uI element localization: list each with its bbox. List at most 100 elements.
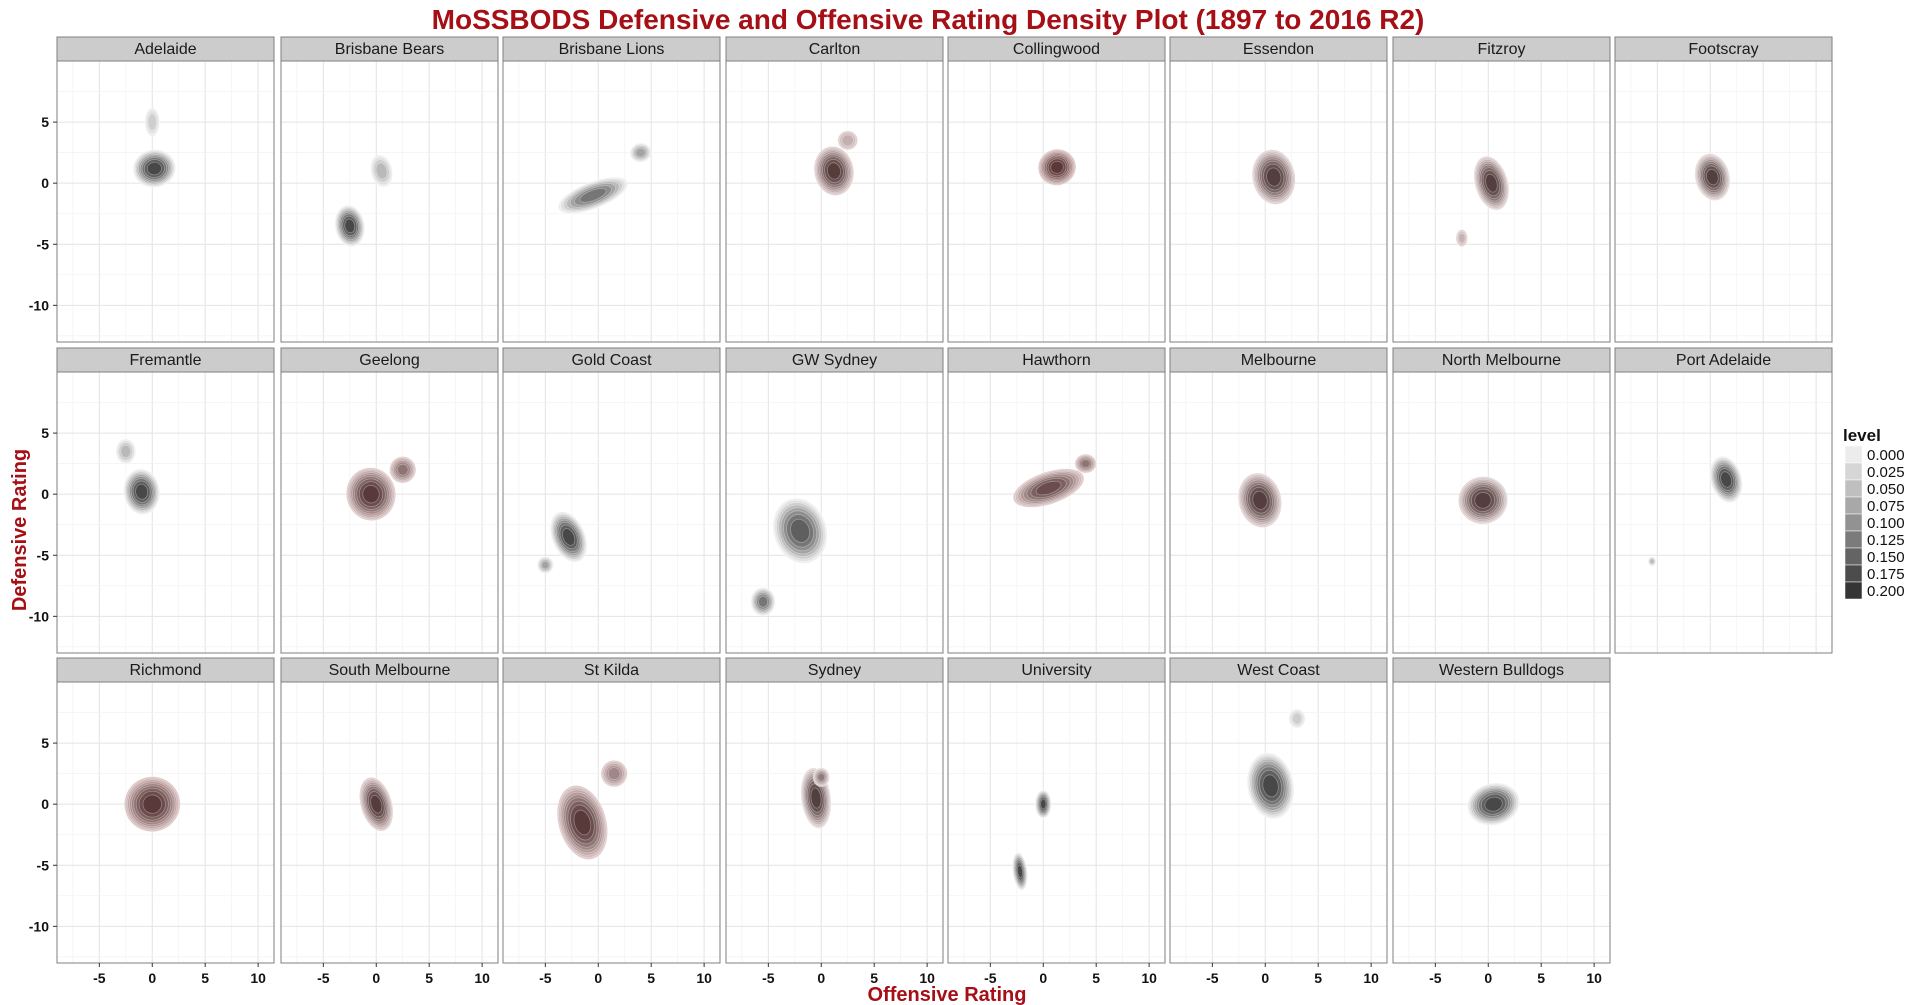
strip-label: Adelaide (134, 41, 196, 58)
strip-background (502, 657, 721, 683)
y-tick-label: -10 (29, 918, 49, 934)
legend-label: 0.025 (1867, 464, 1905, 481)
legend-title: level (1843, 426, 1881, 445)
x-tick-label: 10 (919, 970, 935, 986)
x-tick-label: 5 (1537, 970, 1545, 986)
x-tick-label: 5 (425, 970, 433, 986)
x-tick-label: 0 (817, 970, 825, 986)
density-contour (817, 773, 825, 782)
panel-border (725, 60, 944, 343)
strip-background (1169, 347, 1388, 373)
panel-sydney: Sydney -5 0 5 10 (725, 657, 944, 986)
panel-border (280, 371, 499, 654)
panel-background (726, 61, 943, 342)
density-contours (132, 107, 177, 188)
x-tick-label: 0 (372, 970, 380, 986)
density-contour (1040, 799, 1047, 810)
y-tick-label: 5 (41, 735, 49, 751)
grid-lines (1615, 372, 1832, 653)
density-contours (1458, 476, 1508, 525)
grid-lines (57, 682, 274, 963)
y-tick-label: -5 (37, 857, 50, 873)
strip-background (1614, 36, 1833, 62)
panel-background (503, 682, 720, 963)
strip-label: Melbourne (1241, 352, 1317, 369)
grid-lines (1393, 61, 1610, 342)
legend-label: 0.200 (1867, 583, 1905, 600)
density-contours (800, 767, 832, 829)
panel-collingwood: Collingwood (947, 36, 1166, 343)
strip-label: Essendon (1243, 41, 1314, 58)
panel-border (502, 371, 721, 654)
density-contours (556, 760, 628, 860)
y-tick-label: 5 (41, 114, 49, 130)
x-tick-label: 5 (1092, 970, 1100, 986)
density-contour (1262, 774, 1279, 798)
strip-background (725, 347, 944, 373)
panel-background (57, 372, 274, 653)
panel-gold-coast: Gold Coast (502, 347, 721, 654)
legend-label: 0.100 (1867, 515, 1905, 532)
x-tick-label: 0 (148, 970, 156, 986)
density-contours (1246, 708, 1306, 820)
x-tick-label: 5 (870, 970, 878, 986)
panel-border (725, 371, 944, 654)
density-contour (1080, 459, 1091, 468)
strip-background (1169, 657, 1388, 683)
panel-brisbane-bears: Brisbane Bears (280, 36, 499, 343)
facet-panels: Adelaide 5 0 -5 -10 Brisbane Bears Brisbane Li… (29, 36, 1833, 986)
strip-background (725, 657, 944, 683)
density-contours (1251, 149, 1296, 205)
strip-background (56, 657, 275, 683)
strip-label: West Coast (1237, 662, 1320, 679)
panel-border (502, 681, 721, 964)
panel-border (725, 681, 944, 964)
density-contours (115, 438, 161, 515)
density-contour (1017, 864, 1023, 878)
x-tick-label: 0 (594, 970, 602, 986)
density-contours (1694, 153, 1731, 201)
legend-swatch (1844, 530, 1863, 549)
panel-university: University -5 0 5 10 (947, 657, 1166, 986)
panel-brisbane-lions: Brisbane Lions (502, 36, 721, 343)
x-tick-label: 5 (201, 970, 209, 986)
strip-background (1614, 347, 1833, 373)
legend-items: 0.0000.0250.0500.0750.1000.1250.1500.175… (1844, 445, 1905, 600)
x-tick-label: -5 (93, 970, 106, 986)
density-contour (841, 134, 854, 147)
legend-swatch (1844, 496, 1863, 515)
strip-label: Gold Coast (571, 352, 652, 369)
legend: level 0.0000.0250.0500.0750.1000.1250.15… (1843, 426, 1905, 600)
strip-background (1392, 657, 1611, 683)
panel-border (56, 681, 275, 964)
density-contour (1291, 712, 1303, 725)
panel-background (948, 61, 1165, 342)
legend-swatch (1844, 564, 1863, 583)
legend-label: 0.150 (1867, 549, 1905, 566)
legend-label: 0.075 (1867, 498, 1905, 515)
strip-background (280, 36, 499, 62)
y-tick-label: 0 (41, 486, 49, 502)
grid-lines (281, 372, 498, 653)
panel-melbourne: Melbourne (1169, 347, 1388, 654)
panel-background (1170, 682, 1387, 963)
legend-label: 0.125 (1867, 532, 1905, 549)
panel-background (281, 61, 498, 342)
density-contours (1237, 472, 1283, 528)
density-contours (750, 497, 828, 617)
grid-lines (57, 372, 274, 653)
strip-label: Footscray (1688, 41, 1758, 58)
legend-label: 0.050 (1867, 481, 1905, 498)
panel-background (503, 372, 720, 653)
grid-lines (948, 61, 1165, 342)
strip-background (280, 347, 499, 373)
y-tick-label: -5 (37, 236, 50, 252)
legend-swatch (1844, 462, 1863, 481)
panel-hawthorn: Hawthorn (947, 347, 1166, 654)
legend-swatch (1844, 513, 1863, 532)
x-tick-label: 0 (1261, 970, 1269, 986)
density-contour (1484, 796, 1503, 812)
x-tick-label: 10 (250, 970, 266, 986)
strip-label: St Kilda (584, 662, 639, 679)
density-contour (1458, 232, 1466, 244)
